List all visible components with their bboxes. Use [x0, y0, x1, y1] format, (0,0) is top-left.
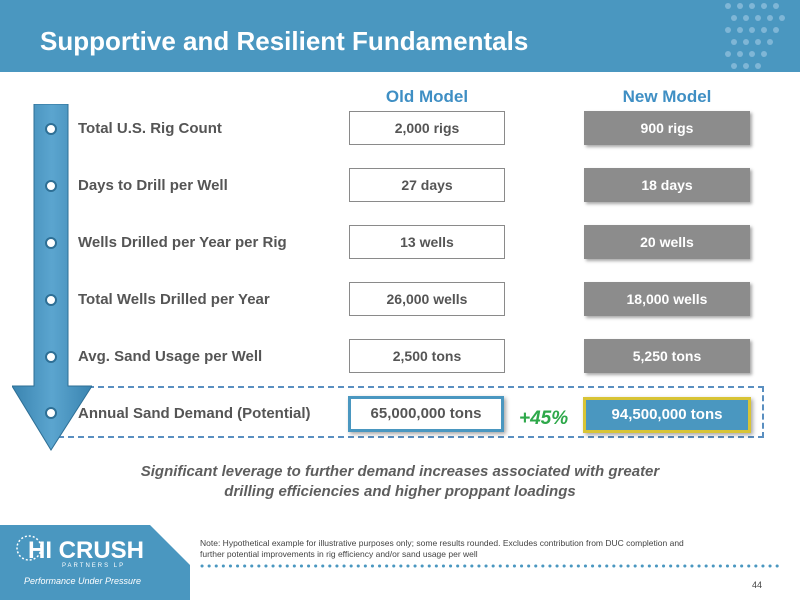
decorative-dots-icon — [725, 3, 785, 69]
logo-tagline: Performance Under Pressure — [24, 576, 142, 586]
page-number: 44 — [752, 580, 763, 590]
header-bar — [0, 0, 800, 72]
row-bullet-icon — [45, 180, 57, 192]
new-sand-usage: 5,250 tons — [584, 339, 750, 373]
old-model-header: Old Model — [385, 87, 469, 106]
old-rig-count: 2,000 rigs — [349, 111, 505, 145]
row-label-rig-count: Total U.S. Rig Count — [78, 120, 222, 137]
old-total-wells: 26,000 wells — [349, 282, 505, 316]
old-days-to-drill: 27 days — [349, 168, 505, 202]
logo-panel — [0, 525, 190, 600]
summary-line-1: Significant leverage to further demand i… — [140, 463, 660, 480]
old-annual-demand: 65,000,000 tons — [348, 396, 504, 432]
footnote: Note: Hypothetical example for illustrat… — [200, 538, 760, 560]
summary-text: Significant leverage to further demand i… — [100, 462, 700, 502]
new-annual-demand: 94,500,000 tons — [583, 397, 751, 433]
new-rig-count: 900 rigs — [584, 111, 750, 145]
logo-wordmark: HI CRUSH — [28, 537, 145, 564]
footnote-line-1: Note: Hypothetical example for illustrat… — [200, 538, 684, 548]
row-bullet-icon — [45, 123, 57, 135]
old-sand-usage: 2,500 tons — [349, 339, 505, 373]
footnote-line-2: further potential improvements in rig ef… — [200, 549, 478, 559]
new-model-header: New Model — [622, 87, 712, 106]
old-wells-per-rig: 13 wells — [349, 225, 505, 259]
row-label-days-to-drill: Days to Drill per Well — [78, 177, 228, 194]
row-label-wells-per-rig: Wells Drilled per Year per Rig — [78, 234, 287, 251]
row-bullet-icon — [45, 294, 57, 306]
row-label-sand-usage: Avg. Sand Usage per Well — [78, 348, 263, 365]
new-days-to-drill: 18 days — [584, 168, 750, 202]
logo-emblem-icon — [16, 535, 42, 561]
row-bullet-icon — [45, 407, 57, 419]
logo-subtext: PARTNERS LP — [62, 563, 126, 569]
new-total-wells: 18,000 wells — [584, 282, 750, 316]
row-label-total-wells: Total Wells Drilled per Year — [78, 291, 270, 308]
row-bullet-icon — [45, 351, 57, 363]
footer-dotted-line — [200, 564, 785, 568]
slide-title: Supportive and Resilient Fundamentals — [40, 26, 529, 56]
percent-change: +45% — [519, 408, 569, 429]
down-arrow-icon — [12, 104, 92, 451]
row-bullet-icon — [45, 237, 57, 249]
summary-line-2: drilling efficiencies and higher proppan… — [224, 483, 576, 500]
row-label-annual-demand: Annual Sand Demand (Potential) — [78, 405, 311, 422]
new-wells-per-rig: 20 wells — [584, 225, 750, 259]
